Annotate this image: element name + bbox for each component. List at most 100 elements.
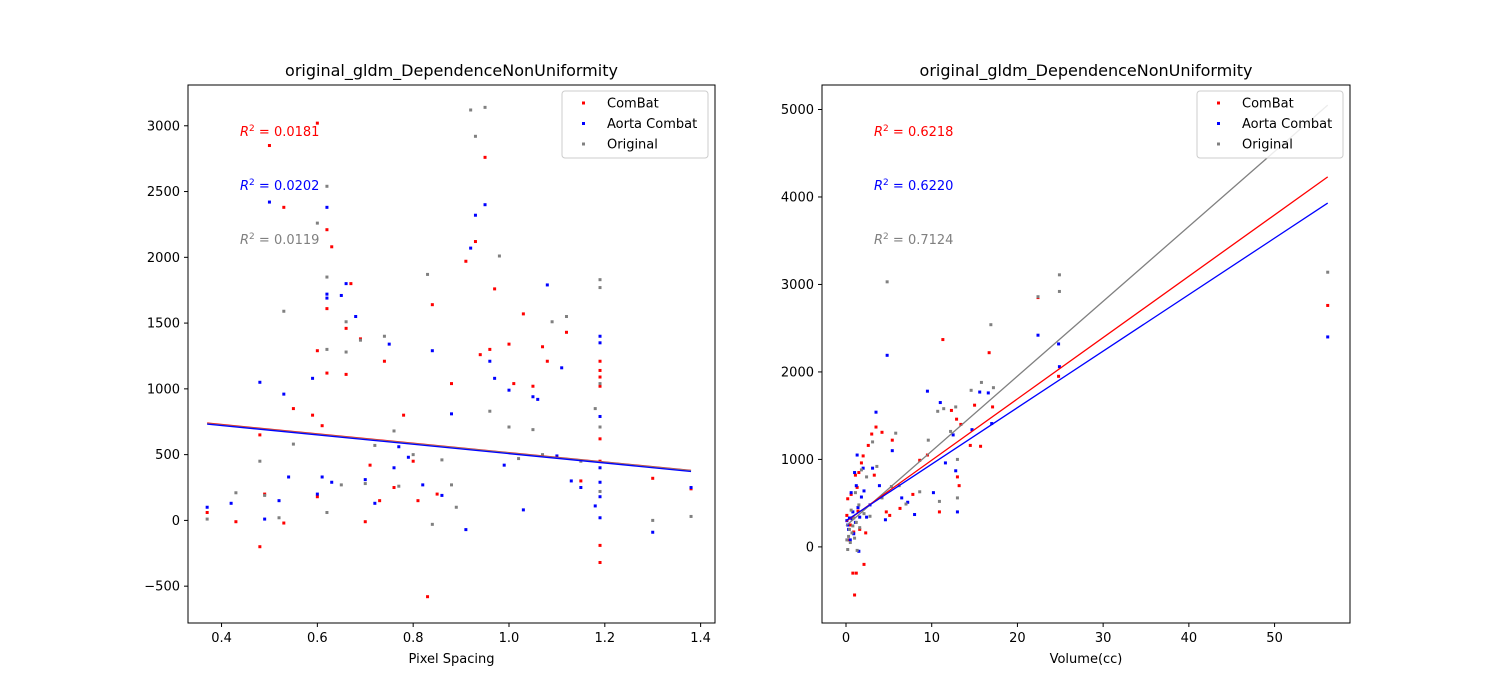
data-point bbox=[325, 371, 329, 375]
data-point bbox=[991, 405, 995, 409]
data-point bbox=[598, 341, 602, 345]
data-point bbox=[862, 489, 866, 493]
data-point bbox=[877, 484, 881, 488]
data-point bbox=[598, 278, 602, 282]
data-point bbox=[325, 296, 329, 300]
legend-box bbox=[561, 90, 709, 159]
x-tick-label: 0.8 bbox=[403, 631, 424, 646]
data-point bbox=[593, 504, 597, 508]
y-tick-label: 3000 bbox=[781, 278, 814, 293]
data-point bbox=[598, 495, 602, 499]
data-point bbox=[955, 417, 959, 421]
data-point bbox=[517, 457, 521, 461]
legend-marker bbox=[582, 122, 585, 125]
data-point bbox=[883, 518, 887, 522]
data-point bbox=[545, 283, 549, 287]
data-point bbox=[1057, 342, 1061, 346]
data-point bbox=[330, 245, 334, 249]
data-point bbox=[880, 430, 884, 434]
x-tick-label: 0.4 bbox=[211, 631, 232, 646]
data-point bbox=[651, 518, 655, 522]
data-point bbox=[473, 213, 477, 217]
data-point bbox=[320, 424, 324, 428]
data-point bbox=[464, 259, 468, 263]
data-point bbox=[870, 432, 874, 436]
data-point bbox=[858, 515, 862, 519]
y-tick-label: 5000 bbox=[781, 103, 814, 118]
data-point bbox=[854, 520, 858, 524]
data-point bbox=[421, 483, 425, 487]
data-point bbox=[989, 323, 993, 327]
data-point bbox=[382, 334, 386, 338]
data-point bbox=[363, 478, 367, 482]
data-point bbox=[426, 595, 430, 599]
chart-title: original_gldm_DependenceNonUniformity bbox=[920, 61, 1253, 81]
legend-marker bbox=[1217, 101, 1220, 105]
data-point bbox=[1057, 289, 1061, 293]
data-point bbox=[402, 413, 406, 417]
data-point bbox=[315, 221, 319, 225]
axes-frame bbox=[821, 84, 1351, 624]
data-point bbox=[411, 453, 415, 457]
data-point bbox=[598, 437, 602, 441]
data-point bbox=[951, 433, 955, 437]
data-point bbox=[521, 508, 525, 512]
data-point bbox=[973, 403, 977, 407]
data-point bbox=[579, 479, 583, 483]
legend: ComBat Aorta Combat Original bbox=[1196, 90, 1344, 159]
x-tick-label: 30 bbox=[1095, 631, 1112, 646]
data-point bbox=[598, 359, 602, 363]
data-point bbox=[488, 347, 492, 351]
data-point bbox=[968, 443, 972, 447]
data-point bbox=[1326, 335, 1330, 339]
data-point bbox=[382, 359, 386, 363]
data-point bbox=[894, 431, 898, 435]
data-point bbox=[846, 548, 850, 552]
y-tick-label: 1000 bbox=[147, 382, 180, 397]
data-point bbox=[853, 536, 857, 540]
data-point bbox=[469, 246, 473, 250]
data-point bbox=[277, 516, 281, 520]
data-point bbox=[205, 511, 209, 515]
data-point bbox=[979, 380, 983, 384]
data-point bbox=[325, 275, 329, 279]
legend-label: ComBat bbox=[607, 97, 659, 112]
data-point bbox=[859, 495, 863, 499]
data-point bbox=[507, 342, 511, 346]
r-squared-original: R2 = 0.0119 bbox=[240, 232, 319, 248]
data-point bbox=[865, 515, 869, 519]
data-point bbox=[483, 203, 487, 207]
legend-marker bbox=[1217, 122, 1220, 125]
x-tick-label: 1.0 bbox=[499, 631, 520, 646]
data-point bbox=[325, 511, 329, 515]
data-point bbox=[598, 384, 602, 388]
data-point bbox=[258, 433, 262, 437]
data-point bbox=[325, 347, 329, 351]
data-point bbox=[941, 338, 945, 342]
x-tick-label: 50 bbox=[1266, 631, 1283, 646]
data-point bbox=[880, 496, 884, 500]
data-point bbox=[397, 484, 401, 488]
data-point bbox=[392, 429, 396, 433]
y-tick-label: 1500 bbox=[147, 317, 180, 332]
data-point bbox=[861, 466, 865, 470]
data-point bbox=[564, 315, 568, 319]
data-point bbox=[848, 538, 852, 542]
data-point bbox=[282, 521, 286, 525]
data-point bbox=[1036, 295, 1040, 299]
data-point bbox=[435, 492, 439, 496]
data-point bbox=[339, 293, 343, 297]
data-point bbox=[937, 510, 941, 514]
data-point bbox=[344, 350, 348, 354]
data-point bbox=[493, 376, 497, 380]
data-point bbox=[450, 412, 453, 416]
data-point bbox=[938, 401, 942, 405]
data-point bbox=[550, 320, 554, 324]
data-point bbox=[955, 496, 959, 500]
data-point bbox=[411, 459, 415, 463]
data-point bbox=[846, 497, 850, 501]
data-point bbox=[521, 312, 525, 316]
data-point bbox=[469, 108, 473, 112]
data-point bbox=[291, 407, 295, 411]
data-point bbox=[483, 155, 487, 159]
